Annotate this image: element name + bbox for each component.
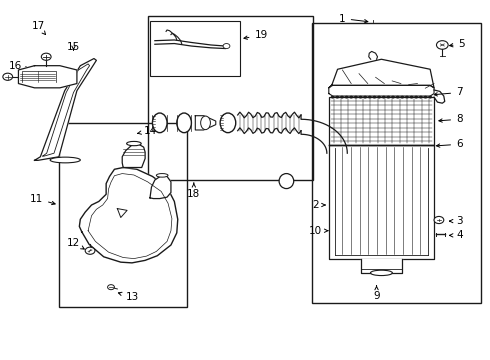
Text: 6: 6: [437, 139, 463, 149]
Circle shape: [419, 96, 423, 99]
Ellipse shape: [370, 270, 392, 275]
Circle shape: [437, 41, 448, 49]
Text: 15: 15: [67, 42, 80, 52]
Circle shape: [85, 247, 95, 254]
Text: 2: 2: [312, 200, 325, 210]
Polygon shape: [329, 145, 434, 258]
Circle shape: [423, 96, 427, 99]
Polygon shape: [329, 85, 434, 96]
Circle shape: [434, 216, 444, 224]
Text: 8: 8: [439, 114, 463, 124]
Circle shape: [340, 96, 344, 99]
Circle shape: [363, 96, 367, 99]
Circle shape: [391, 96, 395, 99]
Circle shape: [414, 96, 418, 99]
Circle shape: [377, 96, 381, 99]
Ellipse shape: [177, 113, 192, 133]
Text: 19: 19: [244, 30, 268, 40]
Polygon shape: [329, 59, 434, 88]
Polygon shape: [122, 144, 145, 167]
Circle shape: [108, 285, 115, 290]
Text: 1: 1: [339, 14, 368, 23]
Text: 11: 11: [30, 194, 55, 204]
Text: 13: 13: [119, 292, 139, 302]
Circle shape: [372, 96, 376, 99]
Text: 9: 9: [373, 285, 380, 301]
Text: 14: 14: [138, 126, 157, 136]
Circle shape: [387, 96, 391, 99]
Ellipse shape: [220, 113, 236, 133]
Bar: [312, 23, 481, 303]
Circle shape: [396, 96, 400, 99]
Circle shape: [405, 96, 409, 99]
Bar: [59, 123, 187, 307]
Ellipse shape: [279, 174, 294, 189]
Circle shape: [359, 96, 363, 99]
Circle shape: [354, 96, 358, 99]
Circle shape: [410, 96, 414, 99]
Polygon shape: [196, 116, 216, 130]
Polygon shape: [79, 167, 178, 263]
Text: 16: 16: [8, 61, 28, 71]
Bar: [329, 97, 434, 145]
Circle shape: [428, 96, 432, 99]
Polygon shape: [117, 208, 127, 217]
Ellipse shape: [50, 157, 80, 163]
Polygon shape: [34, 59, 97, 160]
Ellipse shape: [152, 113, 167, 133]
Text: 4: 4: [450, 230, 463, 240]
Circle shape: [344, 96, 348, 99]
Ellipse shape: [126, 141, 141, 146]
Polygon shape: [361, 258, 402, 273]
Circle shape: [223, 44, 230, 49]
Text: 3: 3: [450, 216, 463, 226]
Text: 18: 18: [187, 183, 200, 199]
Circle shape: [331, 96, 335, 99]
Text: 5: 5: [449, 39, 465, 49]
Text: 12: 12: [67, 238, 84, 249]
Circle shape: [349, 96, 353, 99]
Ellipse shape: [201, 116, 210, 130]
Circle shape: [400, 96, 404, 99]
Circle shape: [3, 73, 13, 80]
Ellipse shape: [156, 174, 168, 177]
Circle shape: [335, 96, 339, 99]
Bar: [150, 21, 240, 76]
Text: 17: 17: [32, 21, 46, 35]
Text: 7: 7: [434, 87, 463, 98]
Circle shape: [41, 53, 51, 60]
Circle shape: [368, 96, 372, 99]
Text: 10: 10: [309, 226, 328, 236]
Bar: [147, 16, 313, 180]
Circle shape: [382, 96, 386, 99]
Polygon shape: [150, 176, 171, 199]
Polygon shape: [19, 66, 77, 88]
